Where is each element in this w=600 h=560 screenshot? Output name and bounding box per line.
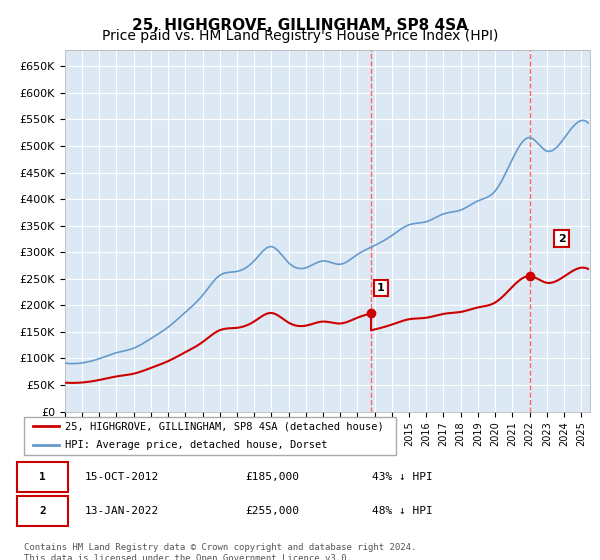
FancyBboxPatch shape: [17, 463, 68, 492]
Text: Contains HM Land Registry data © Crown copyright and database right 2024.
This d: Contains HM Land Registry data © Crown c…: [24, 543, 416, 560]
Text: 25, HIGHGROVE, GILLINGHAM, SP8 4SA: 25, HIGHGROVE, GILLINGHAM, SP8 4SA: [132, 18, 468, 33]
Text: 2: 2: [558, 234, 566, 244]
Text: £255,000: £255,000: [245, 506, 299, 516]
Text: 13-JAN-2022: 13-JAN-2022: [85, 506, 159, 516]
FancyBboxPatch shape: [24, 417, 396, 455]
Text: £185,000: £185,000: [245, 472, 299, 482]
Text: 48% ↓ HPI: 48% ↓ HPI: [372, 506, 433, 516]
Text: 15-OCT-2012: 15-OCT-2012: [85, 472, 159, 482]
Text: 2: 2: [40, 506, 46, 516]
Text: 43% ↓ HPI: 43% ↓ HPI: [372, 472, 433, 482]
Text: 1: 1: [40, 472, 46, 482]
Text: Price paid vs. HM Land Registry's House Price Index (HPI): Price paid vs. HM Land Registry's House …: [102, 29, 498, 43]
FancyBboxPatch shape: [17, 496, 68, 525]
Text: HPI: Average price, detached house, Dorset: HPI: Average price, detached house, Dors…: [65, 440, 328, 450]
Text: 25, HIGHGROVE, GILLINGHAM, SP8 4SA (detached house): 25, HIGHGROVE, GILLINGHAM, SP8 4SA (deta…: [65, 421, 383, 431]
Text: 1: 1: [377, 283, 385, 293]
